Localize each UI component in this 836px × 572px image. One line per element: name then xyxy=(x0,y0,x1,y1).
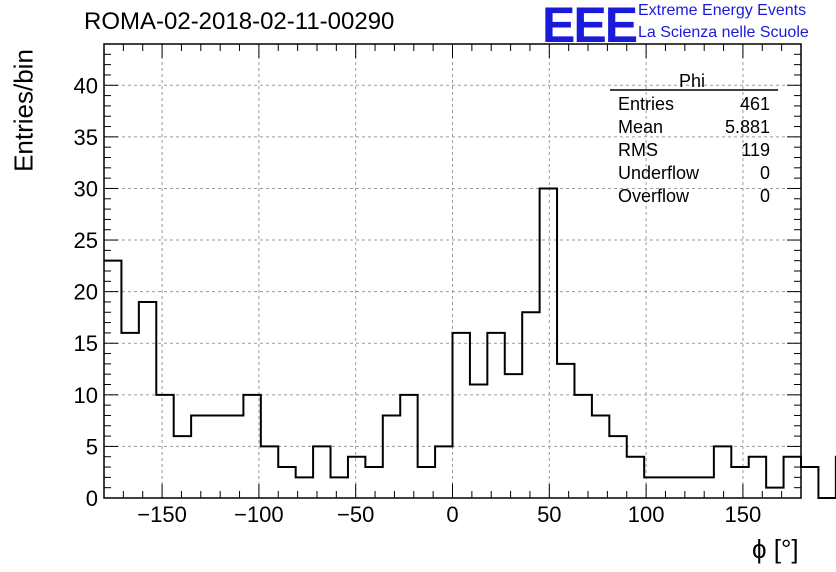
histogram-bin xyxy=(174,436,191,498)
histogram-bin xyxy=(766,488,783,498)
y-tick-label: 30 xyxy=(74,176,98,201)
histogram-bin xyxy=(557,364,574,498)
x-axis-label: ϕ [°] xyxy=(752,534,799,564)
histogram-bin xyxy=(679,477,696,498)
chart-title: ROMA-02-2018-02-11-00290 xyxy=(84,8,395,35)
logo-line-1: Extreme Energy Events xyxy=(638,2,807,19)
histogram-bin xyxy=(313,446,330,498)
y-tick-label: 15 xyxy=(74,331,98,356)
stats-title: Phi xyxy=(679,71,706,91)
histogram-bin xyxy=(121,333,138,498)
histogram-bin xyxy=(383,415,400,498)
histogram-bin xyxy=(627,457,644,498)
y-tick-label: 25 xyxy=(74,228,98,253)
stats-value-underflow: 0 xyxy=(759,163,770,183)
axes xyxy=(103,43,802,499)
histogram-bin xyxy=(348,457,365,498)
histogram-bin xyxy=(801,467,818,498)
y-tick-label: 5 xyxy=(86,434,98,459)
histogram-bin xyxy=(400,395,417,498)
stats-label-rms: RMS xyxy=(618,140,658,160)
y-tick-label: 10 xyxy=(74,383,98,408)
y-tick-label: 40 xyxy=(74,73,98,98)
histogram-bin xyxy=(191,415,208,498)
x-tick-label: 150 xyxy=(725,502,762,527)
histogram-bin xyxy=(418,467,435,498)
histogram-bin xyxy=(243,395,260,498)
x-tick-label: 100 xyxy=(628,502,665,527)
histogram-bin xyxy=(662,477,679,498)
histogram-bin xyxy=(714,446,731,498)
histogram-bin xyxy=(470,385,487,499)
stats-value-rms: 119 xyxy=(741,140,770,160)
stats-value-mean: 5.881 xyxy=(724,117,770,137)
stats-label-underflow: Underflow xyxy=(618,163,700,183)
histogram-bin xyxy=(487,333,504,498)
histogram-bin xyxy=(104,261,121,498)
histogram-bin xyxy=(644,477,661,498)
x-tick-label: 0 xyxy=(446,502,458,527)
histogram-bin xyxy=(592,415,609,498)
histogram-bin xyxy=(696,477,713,498)
x-tick-label: −50 xyxy=(337,502,374,527)
histogram-bin xyxy=(453,333,470,498)
histogram-bin xyxy=(574,395,591,498)
histogram-bin xyxy=(522,312,539,498)
y-tick-label: 0 xyxy=(86,486,98,511)
eee-logo: EEE xyxy=(542,0,638,53)
histogram-bin xyxy=(365,467,382,498)
histogram-bin xyxy=(296,477,313,498)
x-tick-label: −150 xyxy=(137,502,187,527)
histogram-bin xyxy=(331,477,348,498)
y-tick-label: 20 xyxy=(74,280,98,305)
histogram-bin xyxy=(731,467,748,498)
y-axis-label: Entries/bin xyxy=(8,49,39,172)
histogram-bin xyxy=(139,302,156,498)
histogram-bin xyxy=(278,467,295,498)
tick-labels: −150 −100 −50 0 50 100 150 0 5 10 15 20 25 30 35 40 xyxy=(74,73,762,527)
stats-label-mean: Mean xyxy=(618,117,664,137)
histogram-bin xyxy=(505,374,522,498)
stats-label-entries: Entries xyxy=(618,94,675,114)
histogram-bin xyxy=(209,415,226,498)
stats-label-overflow: Overflow xyxy=(618,186,690,206)
histogram-bin xyxy=(226,415,243,498)
stats-value-overflow: 0 xyxy=(759,186,770,206)
histogram-bin xyxy=(609,436,626,498)
logo-line-2: La Scienza nelle Scuole xyxy=(638,24,809,41)
stats-value-entries: 461 xyxy=(739,94,770,114)
histogram-bin xyxy=(749,457,766,498)
y-tick-label: 35 xyxy=(74,125,98,150)
histogram-bin xyxy=(435,446,452,498)
histogram-bin xyxy=(261,446,278,498)
x-tick-label: −100 xyxy=(234,502,284,527)
x-tick-label: 50 xyxy=(537,502,561,527)
